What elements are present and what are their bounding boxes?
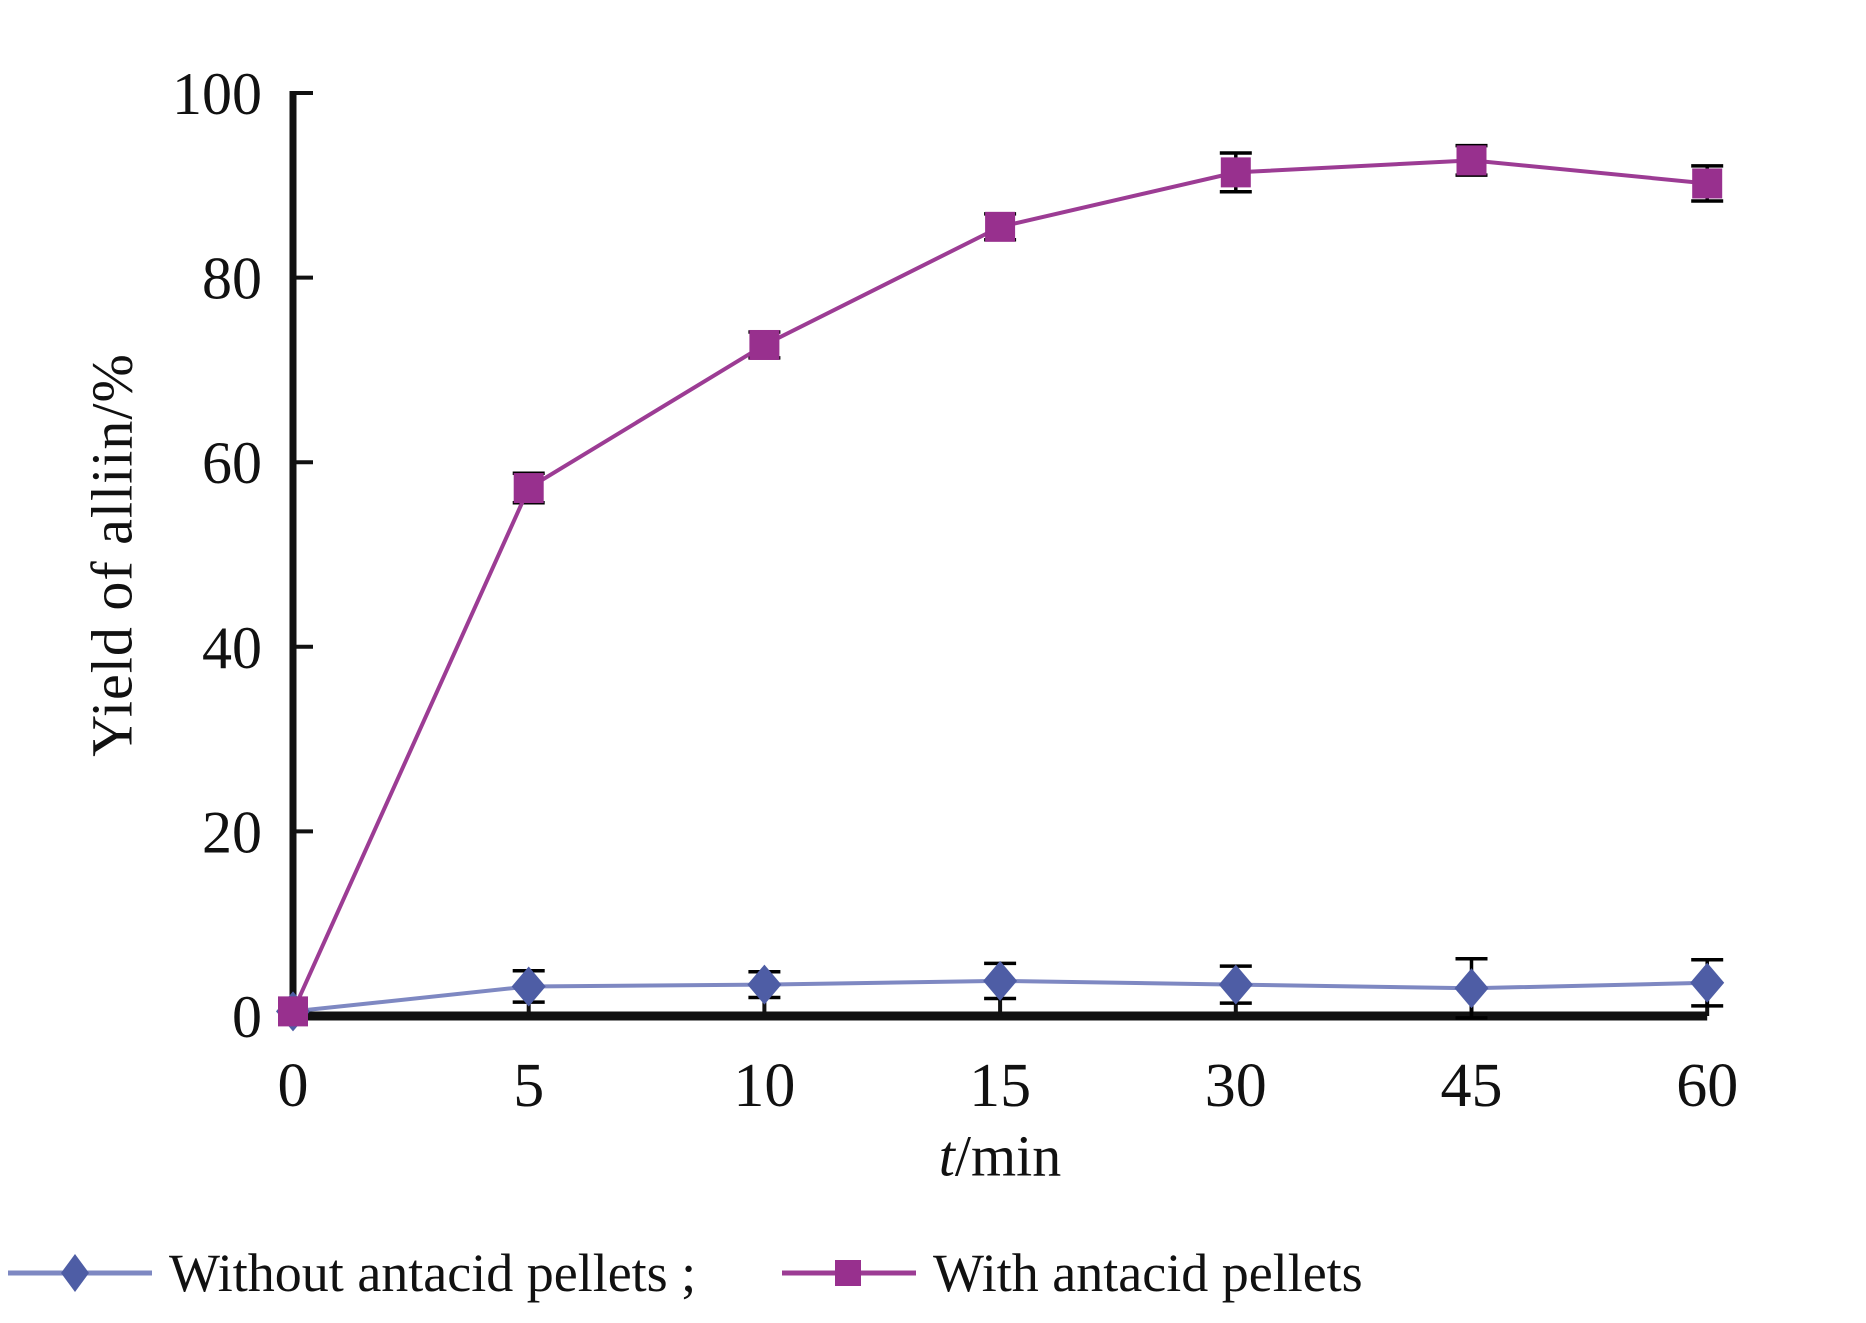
diamond-marker-icon bbox=[8, 1254, 152, 1292]
y-tick-label: 60 bbox=[202, 430, 262, 496]
legend-item-without-antacid: Without antacid pellets ; bbox=[5, 1238, 696, 1308]
x-tick-label: 0 bbox=[278, 1052, 309, 1120]
data-point-square bbox=[1692, 168, 1723, 199]
data-point-square bbox=[513, 473, 544, 504]
x-tick-label: 5 bbox=[513, 1052, 544, 1120]
square-marker-icon bbox=[782, 1260, 916, 1286]
x-tick-label: 60 bbox=[1676, 1052, 1738, 1120]
x-tick-label: 30 bbox=[1205, 1052, 1267, 1120]
data-point-diamond bbox=[1690, 962, 1725, 1003]
x-tick-label: 45 bbox=[1441, 1052, 1503, 1120]
data-point-square bbox=[749, 329, 780, 360]
data-point-diamond bbox=[1454, 968, 1489, 1009]
legend-label-without-antacid: Without antacid pellets ; bbox=[169, 1243, 697, 1303]
series-with-antacid-pellets bbox=[278, 143, 1724, 1027]
x-tick-label: 10 bbox=[733, 1052, 795, 1120]
data-point-diamond bbox=[1218, 964, 1253, 1005]
data-point-diamond bbox=[983, 960, 1018, 1001]
x-tick-label: 15 bbox=[969, 1052, 1031, 1120]
data-point-square bbox=[1456, 145, 1487, 176]
y-tick-label: 100 bbox=[172, 61, 262, 127]
y-tick-label: 20 bbox=[202, 799, 262, 865]
legend: Without antacid pellets ; With antacid p… bbox=[0, 1238, 1866, 1308]
y-axis-title: Yield of alliin/% bbox=[79, 353, 145, 757]
y-tick-label: 0 bbox=[232, 984, 262, 1050]
series-line bbox=[291, 158, 1708, 1013]
data-point-diamond bbox=[747, 964, 782, 1005]
x-axis-title-variable: t bbox=[938, 1123, 955, 1189]
data-point-diamond bbox=[511, 966, 546, 1007]
y-tick-label: 80 bbox=[202, 246, 262, 312]
data-point-square bbox=[278, 996, 308, 1027]
data-point-square bbox=[1220, 157, 1251, 188]
data-point-square bbox=[985, 211, 1016, 242]
x-axis-title: t/min bbox=[939, 1123, 1061, 1190]
x-axis-title-unit: /min bbox=[954, 1123, 1062, 1189]
legend-label-with-antacid: With antacid pellets bbox=[933, 1243, 1363, 1303]
y-tick-label: 40 bbox=[202, 615, 262, 681]
legend-item-with-antacid: With antacid pellets bbox=[779, 1238, 1363, 1308]
